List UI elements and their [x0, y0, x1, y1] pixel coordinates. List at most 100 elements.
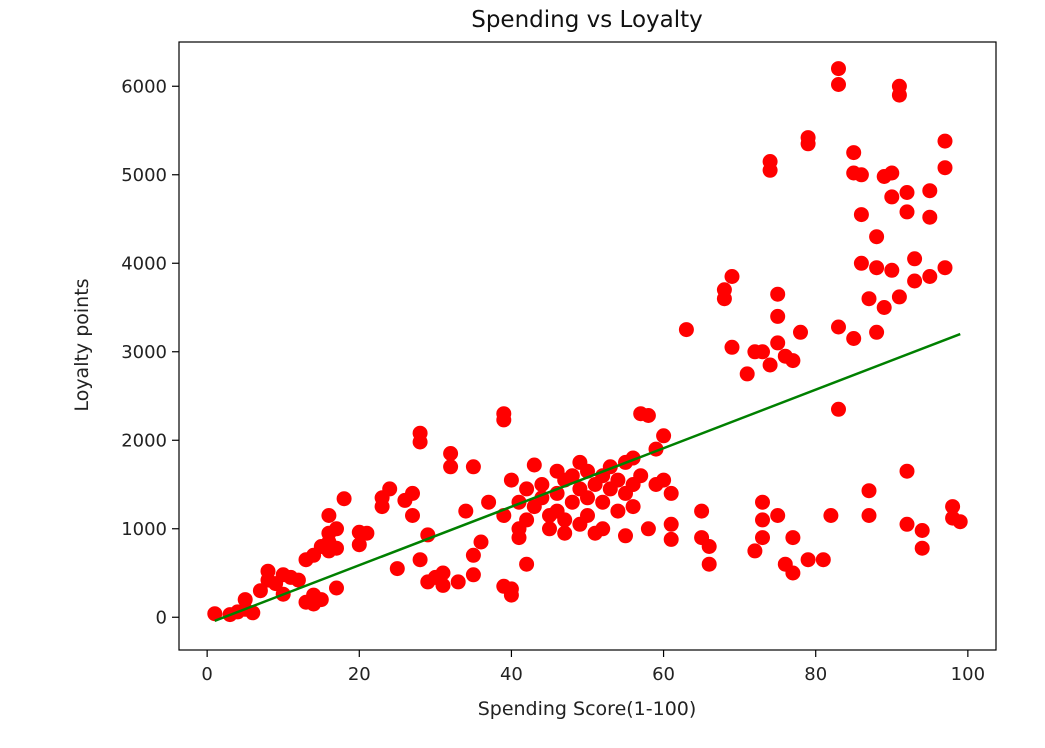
data-point [884, 165, 900, 181]
y-tick-label: 1000 [121, 519, 167, 540]
data-point [899, 185, 915, 200]
data-point [716, 291, 732, 307]
data-point [747, 543, 763, 559]
data-point [610, 503, 626, 519]
data-point [656, 428, 672, 444]
data-point [382, 481, 398, 497]
data-point [891, 289, 907, 305]
data-point [793, 324, 808, 340]
data-point [405, 508, 420, 523]
data-point [724, 339, 740, 355]
data-point [800, 136, 816, 152]
data-point [937, 160, 953, 176]
data-point [503, 472, 519, 488]
data-point [899, 463, 915, 479]
data-point [465, 567, 481, 583]
x-tick-label: 40 [500, 664, 523, 685]
data-point [899, 516, 915, 532]
data-point [663, 516, 679, 532]
data-point [785, 530, 801, 546]
data-points [207, 61, 968, 623]
data-point [853, 255, 869, 271]
data-point [846, 331, 862, 346]
data-point [443, 446, 459, 461]
data-point [785, 565, 801, 581]
axes-frame [178, 41, 997, 651]
data-point [937, 260, 953, 276]
data-point [290, 572, 306, 588]
data-point [755, 494, 770, 510]
data-point [557, 512, 573, 528]
x-tick-label: 100 [951, 664, 985, 685]
data-point [869, 260, 885, 276]
data-point [351, 537, 367, 553]
data-point [907, 273, 923, 289]
x-axis-label: Spending Score(1-100) [478, 698, 697, 720]
data-point [473, 534, 489, 550]
data-point [564, 494, 580, 510]
data-point [450, 574, 466, 590]
data-point [907, 251, 923, 267]
fit-line-layer [214, 332, 961, 622]
data-point [755, 512, 770, 528]
x-tick-label: 60 [652, 664, 675, 685]
data-point [656, 472, 672, 488]
data-point [770, 308, 786, 324]
chart-title: Spending vs Loyalty [471, 7, 703, 33]
data-point [701, 539, 717, 554]
y-tick-label: 4000 [121, 253, 167, 274]
data-point [458, 503, 474, 519]
y-tick-label: 2000 [121, 430, 167, 451]
data-point [762, 162, 778, 178]
data-point [914, 540, 930, 556]
data-point [321, 508, 337, 523]
data-point [884, 262, 900, 278]
data-point [519, 512, 535, 528]
data-point [359, 525, 375, 541]
data-point [755, 344, 770, 360]
data-point [785, 353, 801, 369]
y-tick-label: 5000 [121, 165, 167, 186]
data-point [245, 605, 261, 621]
data-point [755, 530, 770, 546]
data-point [945, 499, 961, 515]
data-point [876, 300, 892, 315]
data-point [511, 530, 527, 546]
y-tick-label: 6000 [121, 76, 167, 97]
data-point [678, 322, 694, 338]
y-tick-label: 0 [156, 607, 167, 628]
data-point [564, 468, 580, 484]
data-point [465, 459, 481, 475]
data-point [443, 459, 459, 475]
data-point [640, 408, 656, 423]
data-point [207, 606, 223, 622]
data-point [595, 521, 611, 537]
data-point [580, 490, 595, 506]
data-point [313, 592, 329, 608]
x-tick-label: 0 [201, 664, 212, 685]
data-point [542, 521, 557, 537]
data-point [853, 167, 869, 183]
data-point [914, 523, 930, 538]
data-point [610, 472, 626, 488]
data-point [701, 556, 717, 572]
x-tick-label: 80 [804, 664, 827, 685]
data-point [815, 552, 831, 568]
data-point [770, 508, 786, 523]
data-point [503, 587, 519, 603]
x-tick-label: 20 [348, 664, 371, 685]
data-point [557, 525, 573, 541]
data-point [329, 521, 344, 537]
data-point [869, 324, 885, 340]
data-point [762, 357, 778, 373]
data-point [739, 366, 755, 382]
data-point [831, 401, 846, 417]
data-point [823, 508, 839, 523]
data-point [329, 580, 344, 596]
data-point [435, 565, 451, 581]
y-axis-label: Loyalty points [71, 278, 93, 411]
data-point [595, 494, 611, 510]
data-point [663, 485, 679, 501]
